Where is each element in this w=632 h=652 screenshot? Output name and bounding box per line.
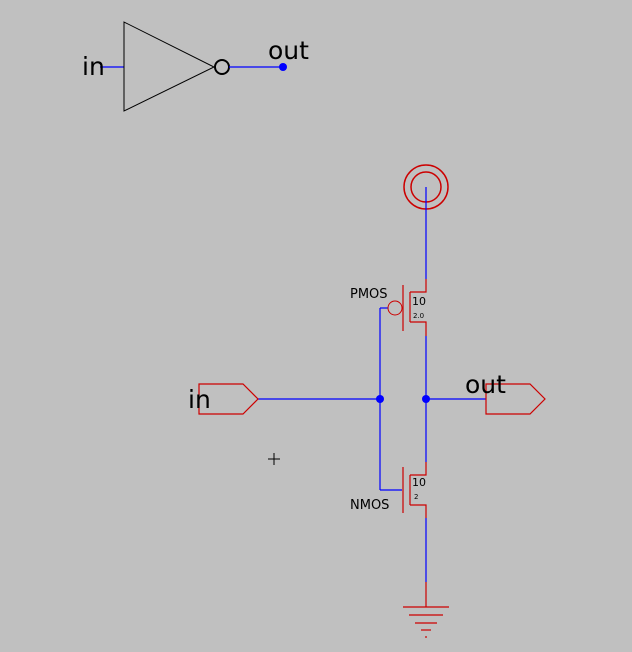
pmos-drain-lead bbox=[410, 321, 427, 336]
cursor-crosshair-icon bbox=[268, 453, 280, 465]
pmos-width: 10 bbox=[412, 295, 426, 308]
output-pin-label: out bbox=[465, 370, 506, 399]
input-pin-shape bbox=[198, 383, 259, 415]
nmos-drain-lead bbox=[410, 462, 427, 476]
inverter-output-dot bbox=[279, 63, 287, 71]
nmos-transistor[interactable]: NMOS 10 2 bbox=[350, 462, 427, 518]
output-pin[interactable]: out bbox=[465, 370, 546, 415]
nmos-label: NMOS bbox=[350, 498, 389, 513]
inverter-output-label: out bbox=[268, 36, 309, 65]
inverter-triangle bbox=[123, 21, 216, 112]
inverter-bubble bbox=[214, 59, 230, 75]
gate-junction-dot bbox=[376, 395, 384, 403]
pmos-length: 2.0 bbox=[413, 312, 424, 320]
pmos-gate-bubble bbox=[387, 300, 403, 316]
pmos-source-lead bbox=[410, 279, 427, 293]
inverter-symbol[interactable]: in out bbox=[82, 21, 309, 112]
pmos-label: PMOS bbox=[350, 287, 388, 302]
output-junction-dot bbox=[422, 395, 430, 403]
input-pin[interactable]: in bbox=[188, 383, 259, 415]
nmos-width: 10 bbox=[412, 476, 426, 489]
nmos-source-lead bbox=[410, 504, 427, 518]
input-pin-label: in bbox=[188, 385, 211, 414]
ground-symbol[interactable] bbox=[403, 582, 449, 638]
nmos-length: 2 bbox=[414, 493, 418, 501]
transistor-schematic: PMOS 10 2.0 NMOS 10 2 in bbox=[188, 164, 546, 638]
output-pin-shape bbox=[485, 383, 546, 415]
pmos-transistor[interactable]: PMOS 10 2.0 bbox=[350, 279, 427, 336]
inverter-input-label: in bbox=[82, 52, 105, 81]
